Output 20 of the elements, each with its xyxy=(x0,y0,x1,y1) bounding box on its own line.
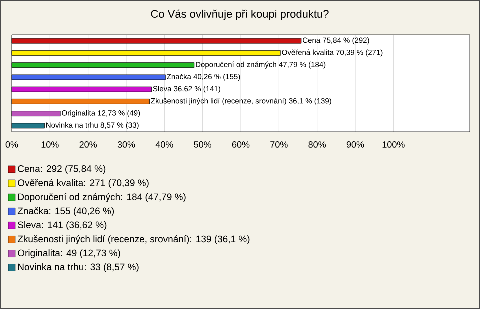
legend-label: Značka: 155 (40,26 %) xyxy=(18,207,114,216)
x-tick-label: 20% xyxy=(80,142,98,148)
legend-label: Cena: 292 (75,84 %) xyxy=(18,165,106,174)
legend-label: Sleva: 141 (36,62 %) xyxy=(18,221,107,230)
legend-label: Originalita: 49 (12,73 %) xyxy=(18,250,120,258)
legend-label: Doporučení od známých: 184 (47,79 %) xyxy=(18,193,186,202)
legend-label: Novinka na trhu: 33 (8,57 %) xyxy=(18,264,139,272)
x-tick-label: 60% xyxy=(232,142,250,148)
x-tick-label: 50% xyxy=(194,142,212,148)
x-tick-label: 80% xyxy=(308,142,326,148)
x-tick-label: 30% xyxy=(118,142,136,148)
legend-label: Zkušenosti jiných lidí (recenze, srovnání): 139 (36,1 %) xyxy=(18,235,250,244)
x-tick-label: 100% xyxy=(382,142,405,148)
chart-title: Co Vás ovlivňuje při koupi produktu? xyxy=(151,10,329,20)
x-tick-label: 10% xyxy=(42,142,59,148)
x-tick-label: 0% xyxy=(6,142,18,148)
x-tick-label: 90% xyxy=(346,142,364,148)
x-tick-label: 40% xyxy=(156,142,174,148)
x-tick-label: 70% xyxy=(270,142,288,148)
legend-label: Ověřená kvalita: 271 (70,39 %) xyxy=(18,179,149,188)
